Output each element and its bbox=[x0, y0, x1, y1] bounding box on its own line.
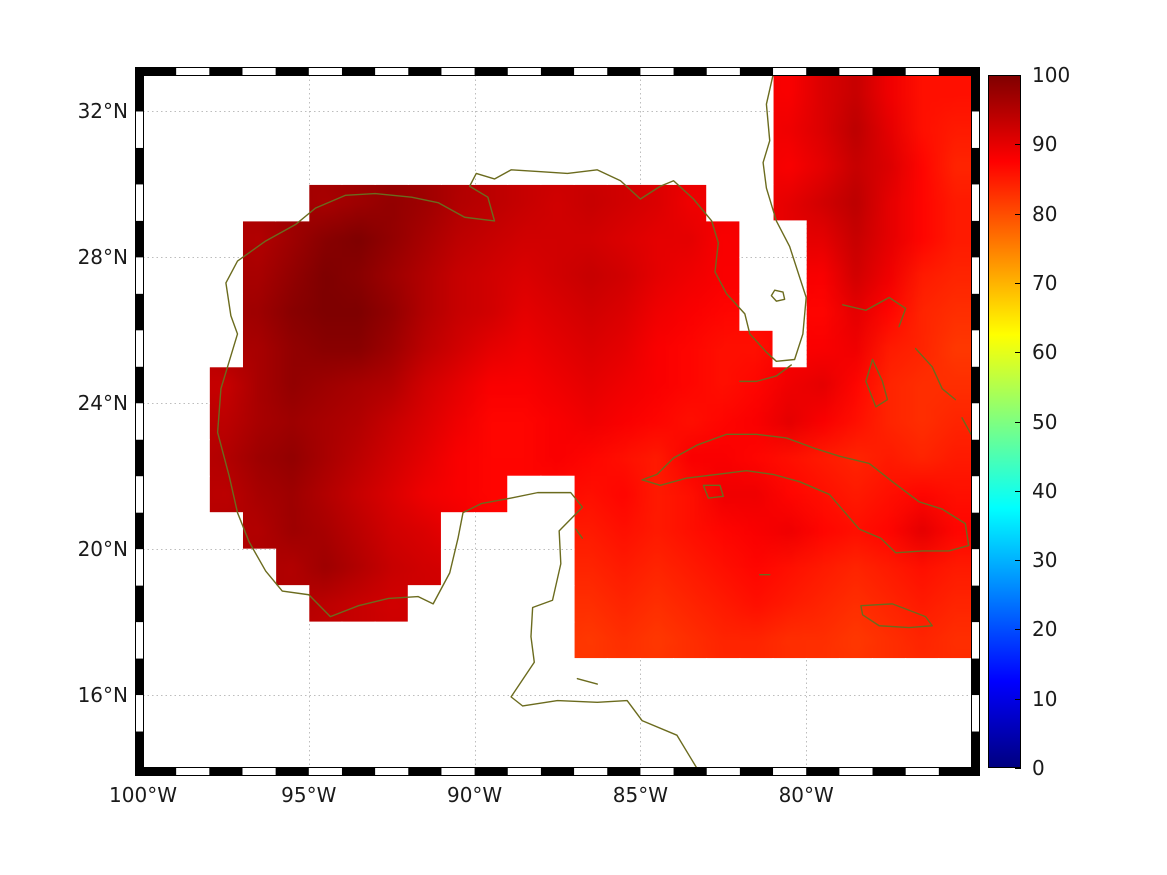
x-tick-label: 90°W bbox=[446, 783, 503, 807]
y-tick-label: 28°N bbox=[77, 245, 128, 270]
colorbar-tick-label: 90 bbox=[1032, 132, 1058, 157]
colorbar-tick-label: 100 bbox=[1032, 63, 1071, 87]
y-tick-label: 24°N bbox=[77, 391, 128, 416]
colorbar-tick-label: 10 bbox=[1032, 686, 1058, 711]
colorbar-tick-label: 30 bbox=[1032, 548, 1058, 573]
colorbar-tick-label: 20 bbox=[1032, 617, 1058, 642]
y-tick-label: 20°N bbox=[77, 537, 128, 562]
colorbar-tick-label: 60 bbox=[1032, 340, 1058, 365]
x-tick-label: 95°W bbox=[281, 783, 337, 807]
colorbar-tick-label: 50 bbox=[1032, 409, 1058, 434]
colorbar-tick-label: 0 bbox=[1032, 756, 1045, 780]
x-tick-label: 80°W bbox=[778, 783, 834, 807]
colorbar-tick-label: 70 bbox=[1032, 270, 1058, 295]
y-tick-label: 32°N bbox=[77, 99, 128, 124]
x-tick-label: 100°W bbox=[109, 783, 177, 807]
colorbar-tick-label: 40 bbox=[1032, 478, 1058, 503]
colorbar-tick-label: 80 bbox=[1032, 201, 1058, 226]
y-tick-label: 16°N bbox=[77, 683, 128, 708]
x-tick-label: 85°W bbox=[612, 783, 669, 807]
